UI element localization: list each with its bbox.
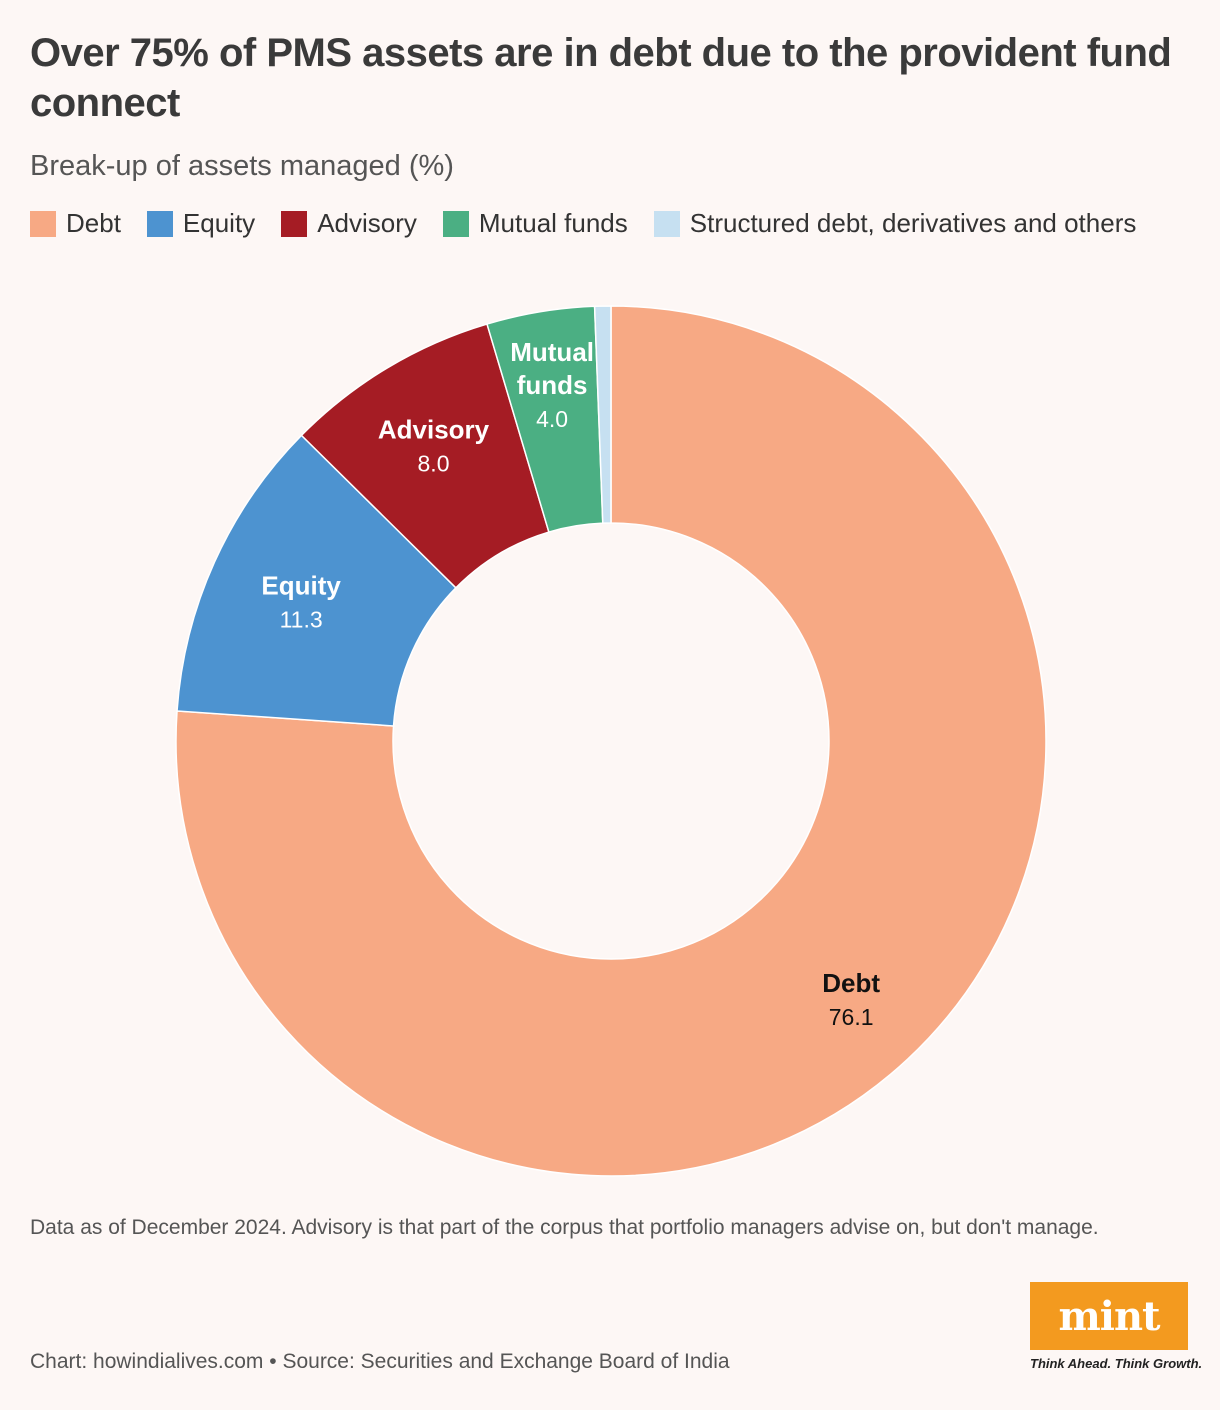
- slice-label-advisory: Advisory: [378, 415, 490, 445]
- mint-logo: mint Think Ahead. Think Growth.: [1030, 1282, 1203, 1371]
- slice-equity: [176, 434, 457, 727]
- slice-structured-debt-derivatives-and-others: [593, 305, 612, 524]
- source-line: Chart: howindialives.com • Source: Secur…: [30, 1350, 730, 1373]
- mint-logo-tagline: Think Ahead. Think Growth.: [1030, 1356, 1203, 1371]
- slice-label-debt: Debt: [822, 968, 880, 998]
- legend-label-equity: Equity: [182, 208, 256, 238]
- legend-swatch-debt: [30, 210, 56, 237]
- slice-value-mutual-funds: 4.0: [536, 406, 568, 432]
- legend-item-mutual-funds: Mutual funds: [442, 208, 628, 239]
- chart-subtitle: Break-up of assets managed (%): [30, 150, 454, 182]
- legend: Debt Equity Advisory Mutual funds Struct…: [30, 208, 1136, 239]
- legend-label-structured-debt: Structured debt, derivatives and others: [689, 208, 1137, 238]
- legend-label-advisory: Advisory: [317, 208, 417, 238]
- legend-item-advisory: Advisory: [281, 208, 417, 239]
- slice-value-debt: 76.1: [829, 1004, 874, 1030]
- legend-swatch-mutual-funds: [442, 210, 469, 237]
- slice-label-mutual-funds-2: funds: [517, 370, 588, 400]
- legend-swatch-advisory: [281, 210, 308, 237]
- footnote: Data as of December 2024. Advisory is th…: [30, 1216, 1099, 1239]
- slice-label-equity: Equity: [261, 571, 341, 601]
- legend-item-debt: Debt: [30, 208, 121, 239]
- legend-item-structured-debt: Structured debt, derivatives and others: [653, 208, 1137, 239]
- donut-chart: Debt 76.1 Equity 11.3 Advisory 8.0 Mutualfunds…: [175, 305, 1047, 1177]
- legend-item-equity: Equity: [146, 208, 256, 239]
- legend-label-debt: Debt: [66, 208, 121, 238]
- slice-debt: [175, 305, 1047, 1177]
- slice-value-advisory: 8.0: [418, 451, 450, 477]
- slice-label-mutual-funds-1: Mutual: [510, 337, 594, 367]
- slice-value-equity: 11.3: [280, 607, 323, 633]
- chart-title: Over 75% of PMS assets are in debt due t…: [30, 31, 1172, 125]
- legend-label-mutual-funds: Mutual funds: [478, 208, 628, 238]
- legend-swatch-structured-debt: [653, 210, 680, 237]
- legend-swatch-equity: [146, 210, 173, 237]
- mint-logo-mark: mint: [1030, 1282, 1188, 1350]
